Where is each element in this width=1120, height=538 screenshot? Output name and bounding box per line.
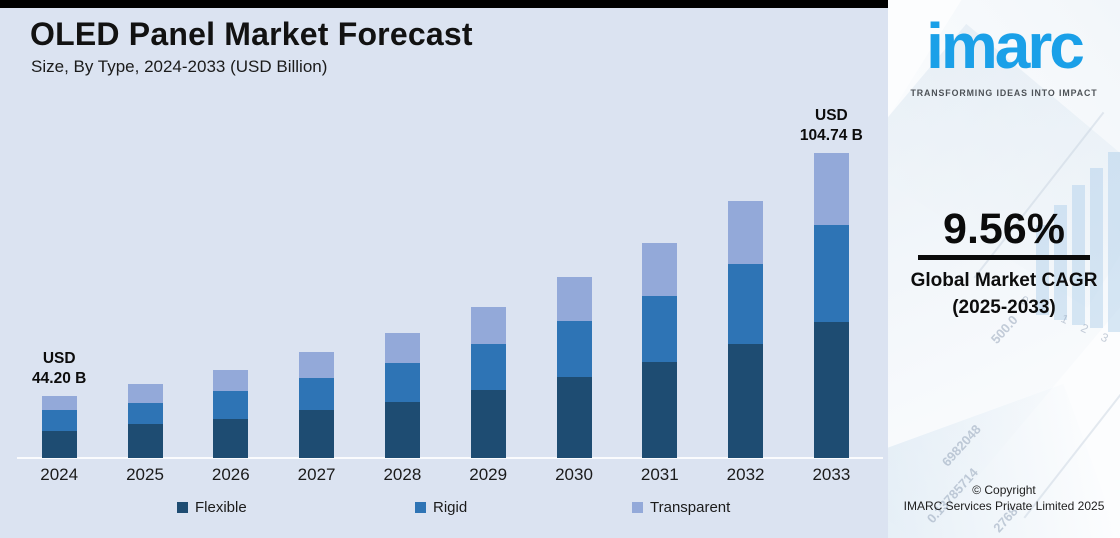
bar-segment-transparent bbox=[384, 333, 420, 363]
bar-2025 bbox=[127, 384, 163, 458]
legend-swatch bbox=[177, 502, 188, 513]
bar-segment-rigid bbox=[728, 264, 764, 344]
bar-segment-rigid bbox=[384, 363, 420, 402]
bar-segment-transparent bbox=[299, 352, 335, 378]
bar-segment-rigid bbox=[213, 391, 249, 419]
bar-segment-flexible bbox=[642, 362, 678, 458]
legend-label: Transparent bbox=[650, 499, 731, 516]
imarc-tagline: TRANSFORMING IDEAS INTO IMPACT bbox=[910, 88, 1098, 98]
legend-swatch bbox=[415, 502, 426, 513]
bar-segment-flexible bbox=[127, 424, 163, 458]
x-axis-label: 2030 bbox=[555, 465, 593, 484]
bar-segment-flexible bbox=[470, 390, 506, 458]
bar-segment-transparent bbox=[556, 277, 592, 321]
bar-segment-flexible bbox=[299, 410, 335, 458]
bar-segment-rigid bbox=[642, 296, 678, 362]
brand-sidebar: 500.0 0 0 1 2 3 4 6982048 0.13785714 276… bbox=[888, 0, 1120, 538]
data-label-2024: USD 44.20 B bbox=[0, 349, 129, 389]
x-axis-label: 2025 bbox=[126, 465, 164, 484]
legend-item-flexible: Flexible bbox=[177, 499, 247, 516]
bar-segment-transparent bbox=[728, 201, 764, 264]
chart-subtitle: Size, By Type, 2024-2033 (USD Billion) bbox=[31, 57, 328, 76]
cagr-years: (2025-2033) bbox=[952, 297, 1056, 318]
copyright: © Copyright IMARC Services Private Limit… bbox=[888, 482, 1120, 514]
data-label-line: USD bbox=[815, 107, 848, 124]
x-axis-label: 2031 bbox=[640, 465, 679, 484]
data-label-line: 104.74 B bbox=[799, 127, 863, 144]
bar-segment-transparent bbox=[470, 307, 506, 344]
copyright-line1: © Copyright bbox=[972, 483, 1036, 497]
bar-2024 bbox=[41, 396, 77, 458]
legend-item-transparent: Transparent bbox=[632, 499, 730, 516]
bar-2026 bbox=[213, 370, 249, 458]
legend-label: Rigid bbox=[433, 499, 468, 516]
cagr-value: 9.56% bbox=[943, 205, 1065, 253]
bar-segment-flexible bbox=[213, 419, 249, 458]
chart-title: OLED Panel Market Forecast bbox=[30, 16, 473, 52]
data-label-line: 44.20 B bbox=[32, 370, 87, 387]
x-axis-label: 2032 bbox=[726, 465, 765, 484]
bar-segment-rigid bbox=[299, 378, 335, 410]
bar-segment-rigid bbox=[813, 225, 849, 322]
plot-area: 2024 2025 2026 2027 2028 2029 2030 2031 2032 2033… bbox=[0, 106, 888, 484]
x-axis-label: 2026 bbox=[211, 465, 250, 484]
x-axis-line bbox=[17, 457, 883, 459]
chart-panel: OLED Panel Market Forecast Size, By Type… bbox=[0, 0, 888, 538]
copyright-line2: IMARC Services Private Limited 2025 bbox=[903, 499, 1105, 513]
data-label-2033: USD 104.74 B bbox=[761, 106, 888, 146]
top-accent-strip bbox=[0, 0, 888, 8]
bar-segment-rigid bbox=[127, 403, 163, 424]
bar-segment-rigid bbox=[41, 410, 77, 431]
watermark-number: 6982048 bbox=[938, 421, 984, 470]
data-label-line: USD bbox=[42, 350, 76, 367]
x-axis-label: 2028 bbox=[383, 465, 422, 484]
x-axis-label: 2033 bbox=[812, 465, 851, 484]
bar-2030 bbox=[556, 277, 592, 458]
cagr-label: Global Market CAGR bbox=[910, 270, 1098, 291]
bar-segment-rigid bbox=[556, 321, 592, 377]
bar-2027 bbox=[299, 352, 335, 458]
bar-segment-transparent bbox=[813, 153, 849, 225]
bar-2032 bbox=[728, 201, 764, 458]
bar-segment-flexible bbox=[556, 377, 592, 458]
bar-segment-flexible bbox=[728, 344, 764, 458]
bar-2033 bbox=[813, 153, 849, 458]
legend-swatch bbox=[632, 502, 643, 513]
legend-label: Flexible bbox=[195, 499, 247, 516]
bar-segment-rigid bbox=[470, 344, 506, 390]
bar-segment-transparent bbox=[41, 396, 77, 410]
cagr-underline bbox=[918, 255, 1090, 260]
bar-segment-transparent bbox=[213, 370, 249, 391]
bar-segment-transparent bbox=[642, 243, 678, 296]
bar-2031 bbox=[642, 243, 678, 458]
x-axis-label: 2024 bbox=[40, 465, 79, 484]
bar-2028 bbox=[384, 333, 420, 458]
watermark-plane bbox=[888, 383, 1119, 538]
bar-2029 bbox=[470, 307, 506, 458]
bar-segment-transparent bbox=[127, 384, 163, 403]
bar-segment-flexible bbox=[384, 402, 420, 458]
imarc-logo: imarc bbox=[926, 10, 1085, 82]
legend-item-rigid: Rigid bbox=[415, 499, 467, 516]
x-axis-label: 2027 bbox=[297, 465, 336, 484]
x-axis-label: 2029 bbox=[469, 465, 508, 484]
bar-segment-flexible bbox=[41, 431, 77, 458]
bar-segment-flexible bbox=[813, 322, 849, 458]
